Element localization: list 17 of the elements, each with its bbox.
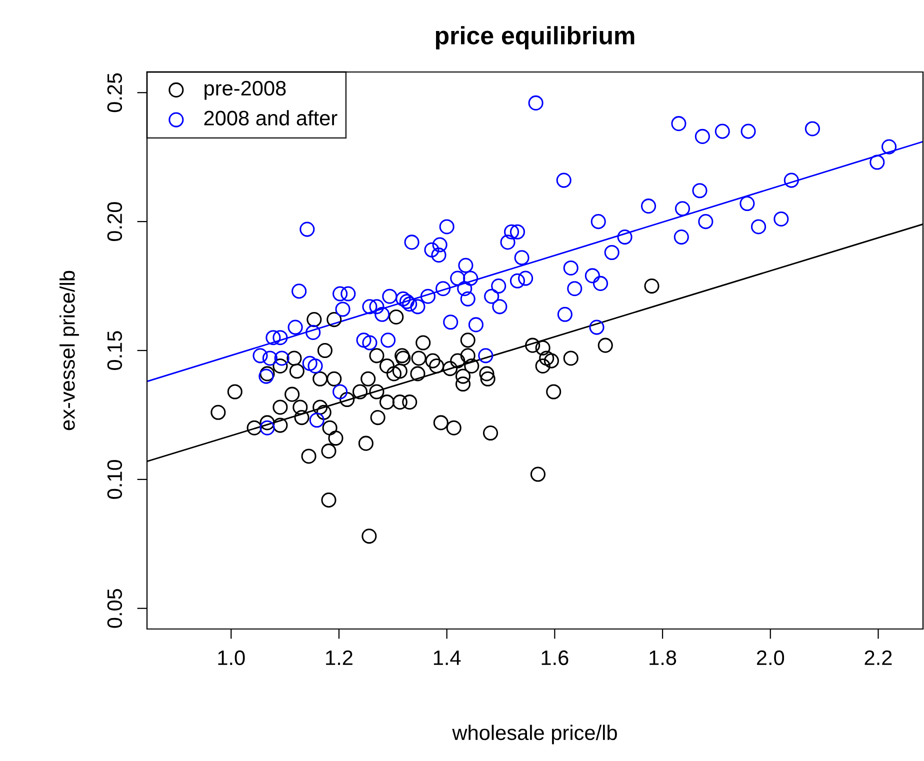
x-tick-label: 1.2 [326, 650, 352, 665]
y-tick-label: 0.05 [107, 588, 122, 628]
y-tick-label: 0.20 [107, 202, 122, 242]
y-tick-label: 0.25 [107, 73, 122, 112]
x-tick-label: 1.6 [542, 650, 568, 666]
y-tick-label: 0.10 [107, 460, 122, 499]
legend-label: 2008 and after [204, 110, 338, 126]
x-tick-label: 1.0 [218, 650, 245, 666]
x-tick-label: 1.8 [650, 650, 676, 666]
legend-label: pre-2008 [204, 80, 286, 100]
x-axis-title: wholesale price/lb [452, 724, 617, 744]
x-tick-label: 1.4 [434, 650, 461, 665]
x-tick-label: 2.0 [756, 650, 784, 666]
y-axis-title: ex-vessel price/lb [60, 270, 79, 430]
chart-title: price equilibrium [436, 26, 634, 50]
y-tick-label: 0.15 [107, 331, 122, 370]
x-tick-label: 2.2 [864, 650, 892, 665]
